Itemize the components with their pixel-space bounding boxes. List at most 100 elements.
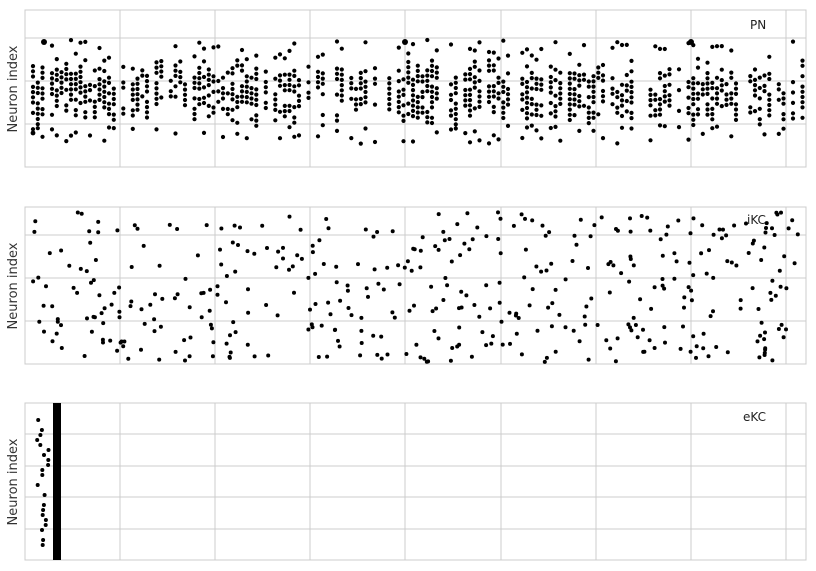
spike-marker [277, 52, 283, 57]
spike-marker [662, 99, 667, 104]
spike-marker [135, 81, 140, 86]
spike-marker [425, 83, 430, 89]
spike-marker [676, 67, 682, 72]
spike-marker [192, 80, 197, 85]
spike-marker [572, 102, 577, 107]
spike-marker [315, 85, 321, 90]
spike-marker [220, 86, 226, 91]
spike-marker [92, 315, 97, 320]
spike-marker [277, 136, 283, 141]
spike-marker [87, 98, 93, 103]
spike-marker [320, 92, 325, 97]
spike-marker [688, 39, 694, 45]
spike-marker [96, 219, 101, 224]
spike-marker [99, 311, 104, 316]
spike-marker [529, 123, 534, 128]
spike-marker [254, 102, 259, 108]
spike-marker [688, 231, 693, 236]
spike-marker [733, 107, 739, 112]
spike-marker [68, 133, 74, 138]
spike-marker [130, 92, 135, 97]
spike-marker [30, 74, 36, 79]
spike-marker [767, 108, 772, 113]
spike-marker [30, 84, 36, 89]
spike-marker [415, 110, 420, 115]
spike-marker [54, 133, 59, 138]
spike-marker [379, 356, 384, 361]
spike-marker [317, 238, 322, 243]
spike-marker [429, 120, 435, 126]
spike-marker [686, 95, 691, 100]
spike-marker [39, 428, 44, 432]
spike-marker [624, 88, 629, 93]
spike-marker [496, 80, 501, 85]
spike-marker [320, 71, 325, 76]
spike-marker [529, 112, 534, 117]
spike-marker [752, 88, 758, 93]
spike-marker [705, 112, 710, 117]
spike-marker [678, 346, 683, 351]
spike-marker [363, 84, 368, 89]
spike-marker [553, 93, 558, 98]
spike-marker [486, 49, 492, 55]
pn-spikes [30, 37, 805, 146]
spike-marker [282, 103, 287, 108]
spike-marker [665, 224, 670, 229]
spike-marker [505, 71, 511, 76]
spike-marker [215, 284, 220, 289]
spike-marker [648, 92, 653, 97]
spike-marker [472, 75, 477, 80]
spike-marker [281, 256, 285, 261]
pn-frame [24, 9, 807, 168]
spike-marker [750, 286, 755, 291]
spike-marker [501, 110, 506, 115]
spike-marker [433, 244, 438, 249]
spike-marker [567, 117, 572, 123]
spike-marker [652, 346, 657, 350]
spike-marker [498, 251, 503, 256]
spike-marker [401, 118, 406, 123]
spike-marker [759, 320, 764, 325]
spike-marker [100, 337, 105, 342]
spike-marker [83, 84, 88, 89]
spike-marker [477, 68, 482, 73]
spike-marker [397, 282, 402, 287]
spike-marker [748, 79, 753, 84]
spike-marker [139, 307, 144, 312]
spike-marker [273, 55, 278, 60]
spike-marker [591, 128, 596, 133]
spike-marker [691, 86, 696, 91]
spike-marker [49, 81, 55, 86]
spike-marker [544, 355, 549, 360]
spike-marker [59, 90, 64, 96]
spike-marker [83, 99, 88, 104]
spike-marker [790, 218, 795, 223]
spike-marker [73, 130, 78, 135]
spike-marker [534, 128, 539, 133]
spike-marker [197, 86, 202, 91]
spike-marker [358, 76, 363, 81]
spike-marker [539, 82, 544, 87]
spike-marker [254, 92, 259, 97]
spike-marker [615, 110, 620, 115]
spike-marker [199, 315, 204, 320]
spike-marker [206, 72, 211, 77]
spike-marker [691, 102, 696, 107]
spike-marker [752, 83, 758, 88]
spike-marker [553, 40, 558, 45]
spike-marker [401, 103, 406, 108]
spike-marker [35, 106, 40, 111]
spike-marker [356, 262, 360, 267]
spike-marker [228, 350, 233, 355]
spike-marker [42, 329, 46, 334]
spike-marker [64, 139, 69, 144]
spike-marker [160, 296, 165, 301]
spike-marker [326, 226, 331, 231]
spike-marker [87, 88, 93, 93]
spike-marker [449, 259, 454, 264]
spike-marker [553, 287, 558, 292]
spike-marker [96, 230, 101, 235]
spike-marker [496, 91, 501, 96]
spike-marker [407, 308, 412, 313]
spike-marker [619, 113, 625, 119]
